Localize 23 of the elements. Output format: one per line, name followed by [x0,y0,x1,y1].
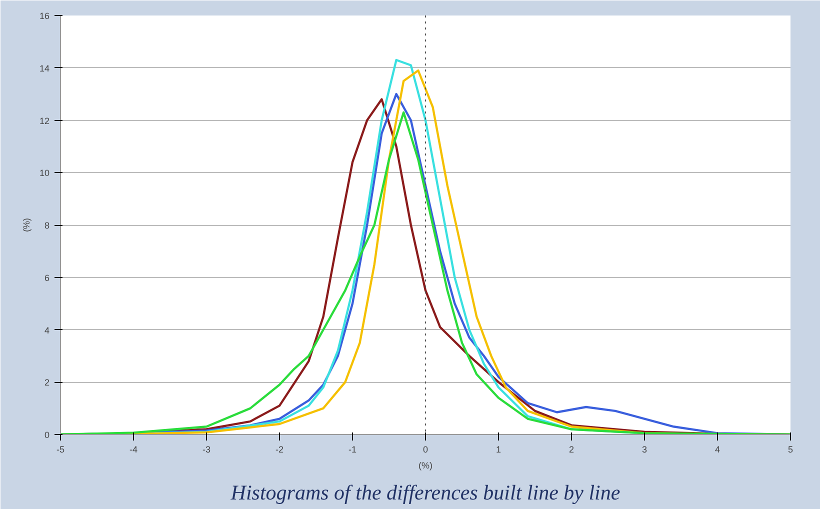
x-tick-label: -5 [56,444,65,454]
y-tick-label: 16 [39,11,50,21]
x-tick-label: -2 [276,444,284,454]
y-tick-label: 6 [44,272,50,283]
x-tick-label: 4 [714,444,720,454]
y-tick-label: 4 [44,325,50,336]
x-tick-label: -4 [130,444,138,454]
y-axis-title: (%) [21,218,32,232]
text: Histograms of the differences built line by line [230,480,620,504]
y-tick-label: 12 [39,116,50,126]
x-tick-label: 0 [422,444,428,454]
x-tick-label: -3 [202,444,211,454]
y-tick-label: 2 [44,378,50,388]
y-tick-label: 0 [44,430,50,440]
x-axis-title: (%) [418,460,432,470]
x-tick-label: 3 [642,444,648,454]
y-tick-label: 8 [44,220,50,230]
y-tick-label: 14 [39,63,50,74]
x-tick-label: 2 [568,444,574,454]
x-tick-label: -1 [348,444,357,454]
x-tick-label: 5 [788,444,794,454]
y-tick-label: 10 [39,168,50,178]
x-tick-label: 1 [496,444,502,454]
